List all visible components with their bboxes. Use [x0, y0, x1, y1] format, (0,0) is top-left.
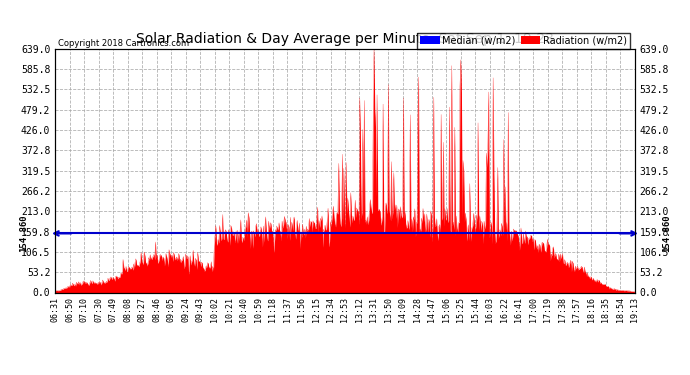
Legend: Median (w/m2), Radiation (w/m2): Median (w/m2), Radiation (w/m2)	[417, 33, 630, 49]
Text: 154.860: 154.860	[662, 214, 671, 252]
Text: Copyright 2018 Cartronics.com: Copyright 2018 Cartronics.com	[58, 39, 189, 48]
Title: Solar Radiation & Day Average per Minute  Sat Sep 1  19:23: Solar Radiation & Day Average per Minute…	[136, 32, 554, 46]
Text: 154.860: 154.860	[19, 214, 28, 252]
